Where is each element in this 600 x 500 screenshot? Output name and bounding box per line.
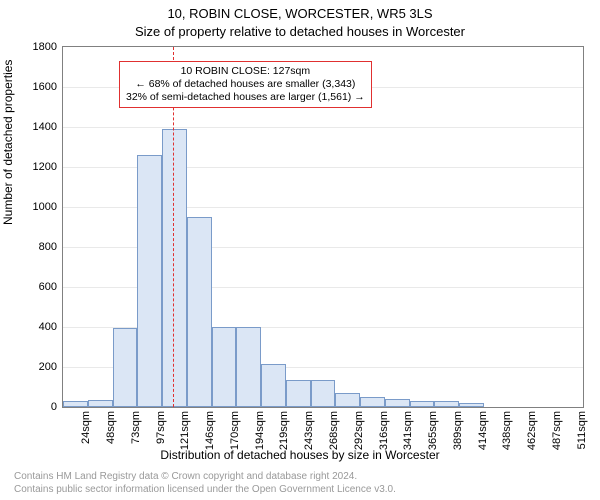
footer-text: Contains HM Land Registry data © Crown c… <box>14 470 396 496</box>
gridline <box>63 127 583 128</box>
x-tick: 268sqm <box>328 407 340 450</box>
x-axis-label: Distribution of detached houses by size … <box>0 448 600 462</box>
y-tick: 1600 <box>33 81 63 93</box>
histogram-bar <box>187 217 212 407</box>
histogram-bar <box>113 328 138 407</box>
x-tick: 292sqm <box>353 407 365 450</box>
x-tick: 97sqm <box>155 407 167 444</box>
footer-line2: Contains public sector information licen… <box>14 483 396 496</box>
histogram-bar <box>385 399 410 407</box>
x-tick: 219sqm <box>278 407 290 450</box>
histogram-bar <box>137 155 162 407</box>
callout-line1: 10 ROBIN CLOSE: 127sqm <box>126 65 365 78</box>
x-tick: 73sqm <box>130 407 142 444</box>
x-tick: 146sqm <box>204 407 216 450</box>
y-axis-label: Number of detached properties <box>1 60 15 225</box>
x-tick: 194sqm <box>254 407 266 450</box>
x-tick: 511sqm <box>576 407 588 449</box>
histogram-bar <box>261 364 286 407</box>
y-tick: 1200 <box>33 161 63 173</box>
x-tick: 389sqm <box>452 407 464 450</box>
footer-line1: Contains HM Land Registry data © Crown c… <box>14 470 396 483</box>
histogram-bar <box>335 393 360 407</box>
histogram-bar <box>311 380 336 407</box>
y-tick: 400 <box>39 321 63 333</box>
histogram-bar <box>286 380 311 407</box>
histogram-bar <box>88 400 113 407</box>
histogram-bar <box>212 327 237 407</box>
y-tick: 600 <box>39 281 63 293</box>
callout-line3: 32% of semi-detached houses are larger (… <box>126 91 365 104</box>
x-tick: 341sqm <box>402 407 414 450</box>
x-tick: 243sqm <box>303 407 315 450</box>
x-tick: 316sqm <box>378 407 390 450</box>
y-tick: 800 <box>39 241 63 253</box>
x-tick: 462sqm <box>526 407 538 450</box>
x-tick: 24sqm <box>80 407 92 444</box>
x-tick: 438sqm <box>501 407 513 450</box>
x-tick: 170sqm <box>229 407 241 450</box>
histogram-bar <box>360 397 385 407</box>
x-tick: 487sqm <box>551 407 563 450</box>
y-tick: 1000 <box>33 201 63 213</box>
y-tick: 1800 <box>33 41 63 53</box>
x-tick: 48sqm <box>105 407 117 444</box>
callout-line2: ← 68% of detached houses are smaller (3,… <box>126 78 365 91</box>
x-tick: 365sqm <box>427 407 439 450</box>
page-title: 10, ROBIN CLOSE, WORCESTER, WR5 3LS <box>0 6 600 21</box>
histogram-plot: 02004006008001000120014001600180024sqm48… <box>62 46 584 408</box>
x-tick: 414sqm <box>477 407 489 450</box>
x-tick: 121sqm <box>179 407 191 450</box>
y-tick: 0 <box>51 401 63 413</box>
histogram-bar <box>162 129 187 407</box>
page-subtitle: Size of property relative to detached ho… <box>0 24 600 39</box>
histogram-bar <box>236 327 261 407</box>
callout-box: 10 ROBIN CLOSE: 127sqm ← 68% of detached… <box>119 61 372 108</box>
y-tick: 200 <box>39 361 63 373</box>
y-tick: 1400 <box>33 121 63 133</box>
